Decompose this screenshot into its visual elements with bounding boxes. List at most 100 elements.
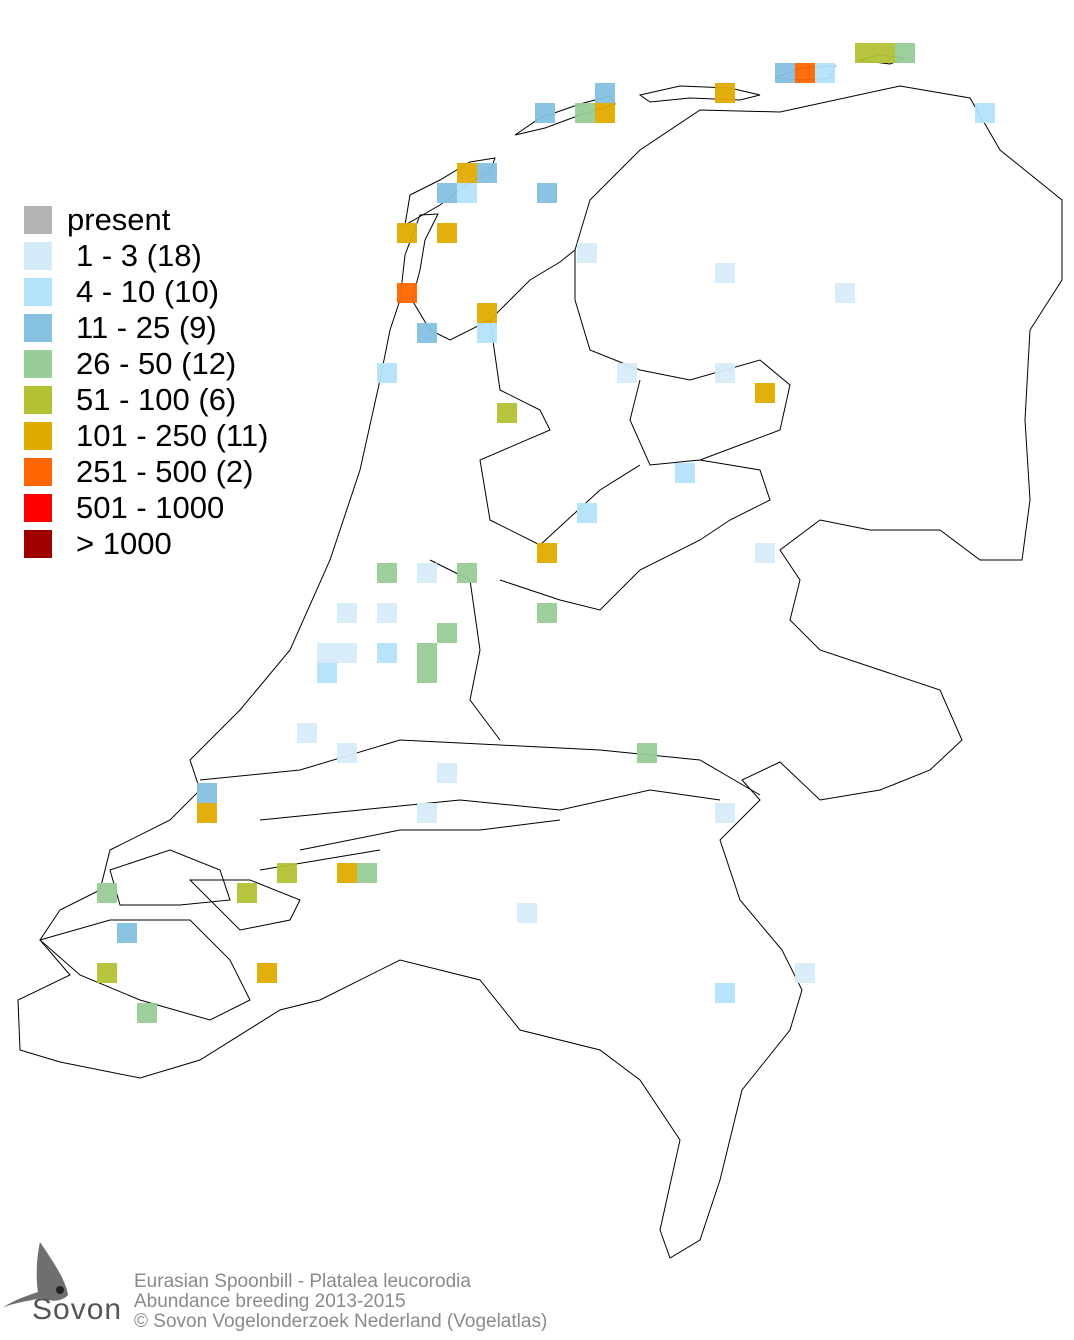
legend-item: 11 - 25 (9) — [24, 310, 268, 346]
atlas-square — [377, 643, 397, 663]
legend-swatch — [24, 422, 52, 450]
atlas-square — [575, 103, 595, 123]
map-subtitle: Abundance breeding 2013-2015 — [134, 1291, 406, 1312]
atlas-square — [715, 83, 735, 103]
legend-label: 501 - 1000 — [76, 490, 225, 525]
atlas-square — [715, 983, 735, 1003]
legend-label: 4 - 10 (10) — [76, 274, 220, 309]
atlas-square — [377, 363, 397, 383]
legend-label: 11 - 25 (9) — [76, 310, 217, 345]
atlas-square — [337, 603, 357, 623]
atlas-square — [535, 103, 555, 123]
atlas-square — [337, 743, 357, 763]
legend-swatch — [24, 242, 52, 270]
zeeland-islands — [38, 849, 301, 1021]
atlas-square — [537, 543, 557, 563]
atlas-square — [417, 323, 437, 343]
atlas-square — [437, 183, 457, 203]
legend: present 1 - 3 (18) 4 - 10 (10) 11 - 25 (9) 2… — [24, 202, 268, 562]
atlas-square — [835, 283, 855, 303]
atlas-square — [97, 963, 117, 983]
legend-swatch — [24, 530, 52, 558]
atlas-square — [715, 363, 735, 383]
atlas-square — [617, 363, 637, 383]
atlas-square — [377, 563, 397, 583]
legend-item: > 1000 — [24, 526, 268, 562]
terschelling — [638, 85, 761, 103]
ijsselmeer-shore — [479, 250, 791, 611]
atlas-square — [517, 903, 537, 923]
atlas-square — [297, 723, 317, 743]
legend-swatch — [24, 494, 52, 522]
atlas-square — [397, 223, 417, 243]
legend-item: 1 - 3 (18) — [24, 238, 268, 274]
atlas-square — [437, 763, 457, 783]
legend-swatch — [24, 458, 52, 486]
atlas-square — [895, 43, 915, 63]
atlas-square — [457, 163, 477, 183]
atlas-square — [477, 323, 497, 343]
legend-label: > 1000 — [76, 526, 172, 561]
atlas-square — [497, 403, 517, 423]
atlas-square — [237, 883, 257, 903]
atlas-square — [317, 663, 337, 683]
atlas-square — [417, 803, 437, 823]
atlas-square — [437, 223, 457, 243]
atlas-square — [715, 263, 735, 283]
sovon-logo-text: Sovon — [32, 1293, 123, 1326]
legend-swatch — [24, 314, 52, 342]
atlas-square — [257, 963, 277, 983]
atlas-square — [197, 783, 217, 803]
sovon-swallow-logo — [2, 1242, 68, 1308]
atlas-square — [595, 83, 615, 103]
atlas-square — [637, 743, 657, 763]
atlas-square — [755, 543, 775, 563]
atlas-square — [337, 643, 357, 663]
atlas-square — [377, 603, 397, 623]
legend-item: 501 - 1000 — [24, 490, 268, 526]
atlas-square — [595, 103, 615, 123]
atlas-square — [855, 43, 875, 63]
atlas-square — [277, 863, 297, 883]
legend-swatch — [24, 350, 52, 378]
legend-swatch — [24, 278, 52, 306]
atlas-square — [775, 63, 795, 83]
atlas-square — [537, 603, 557, 623]
atlas-square — [457, 563, 477, 583]
atlas-square — [477, 163, 497, 183]
atlas-square — [137, 1003, 157, 1023]
copyright: © Sovon Vogelonderzoek Nederland (Vogela… — [134, 1311, 548, 1332]
atlas-square — [397, 283, 417, 303]
legend-label: 251 - 500 (2) — [76, 454, 254, 489]
atlas-square — [457, 183, 477, 203]
atlas-square — [117, 923, 137, 943]
legend-label: 1 - 3 (18) — [76, 238, 202, 273]
atlas-square — [337, 863, 357, 883]
legend-item: 101 - 250 (11) — [24, 418, 268, 454]
atlas-square — [97, 883, 117, 903]
atlas-square — [577, 503, 597, 523]
legend-swatch — [24, 206, 52, 234]
legend-swatch — [24, 386, 52, 414]
legend-label: 26 - 50 (12) — [76, 346, 237, 381]
atlas-square — [795, 963, 815, 983]
atlas-square — [815, 63, 835, 83]
map-caption: Eurasian Spoonbill - Platalea leucorodia… — [134, 1272, 547, 1332]
legend-item: 26 - 50 (12) — [24, 346, 268, 382]
atlas-square — [715, 803, 735, 823]
atlas-square — [357, 863, 377, 883]
legend-item: 51 - 100 (6) — [24, 382, 268, 418]
legend-item: 251 - 500 (2) — [24, 454, 268, 490]
atlas-square — [317, 643, 337, 663]
atlas-square — [795, 63, 815, 83]
legend-label: 101 - 250 (11) — [76, 418, 269, 453]
atlas-square — [417, 563, 437, 583]
atlas-square — [417, 643, 437, 663]
legend-label: present — [67, 202, 171, 237]
legend-item: present — [24, 202, 268, 238]
atlas-square — [675, 463, 695, 483]
atlas-square — [975, 103, 995, 123]
legend-label: 51 - 100 (6) — [76, 382, 237, 417]
atlas-square — [477, 303, 497, 323]
atlas-square — [197, 803, 217, 823]
